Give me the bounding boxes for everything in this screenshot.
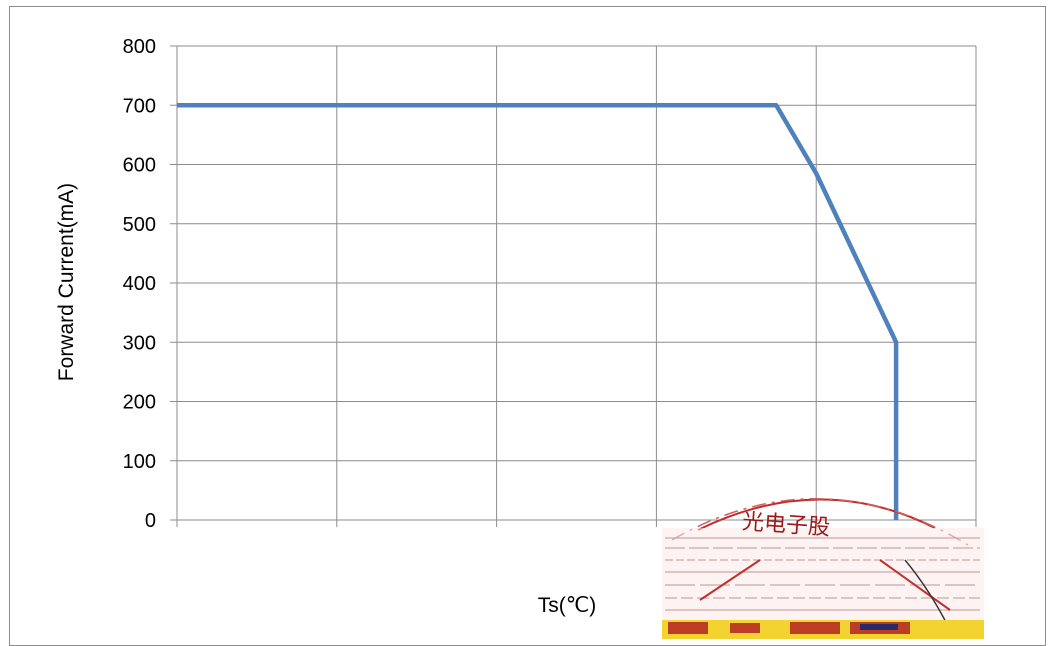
series-line xyxy=(177,103,899,520)
seal-stamp-text: 光电子股 xyxy=(741,510,831,541)
y-tick-label: 600 xyxy=(123,155,156,177)
y-tick-label: 400 xyxy=(123,273,156,295)
seal-stamp-graphic xyxy=(662,497,984,639)
y-tick-label: 100 xyxy=(123,451,156,473)
y-tick-label: 500 xyxy=(123,214,156,236)
y-tick-label: 700 xyxy=(123,95,156,117)
series-layer xyxy=(177,103,899,520)
y-tick-label: 300 xyxy=(123,332,156,354)
grid xyxy=(177,45,977,520)
y-tick-label: 800 xyxy=(123,36,156,58)
y-axis-title: Forward Current(mA) xyxy=(55,183,78,381)
y-tick-label: 200 xyxy=(123,392,156,414)
x-axis-title: Ts(℃) xyxy=(538,594,597,617)
y-tick-label: 0 xyxy=(145,510,156,532)
y-axis-ticks: 0 100 200 300 400 500 600 700 800 xyxy=(123,36,177,532)
x-axis-ticks xyxy=(176,520,977,527)
